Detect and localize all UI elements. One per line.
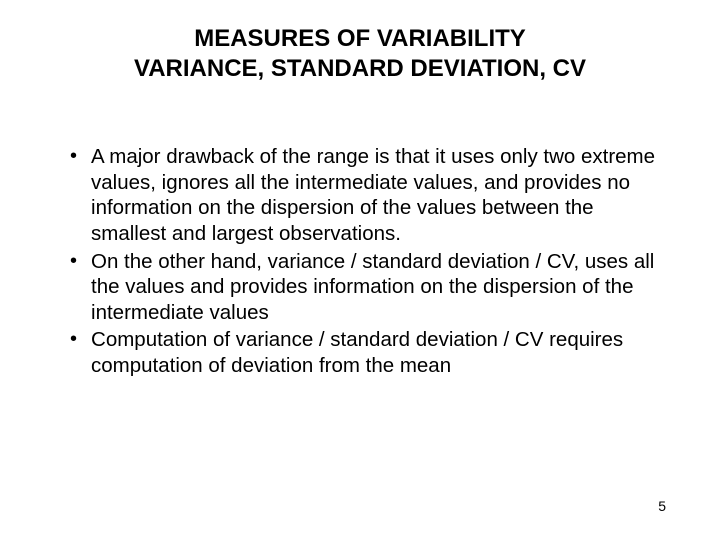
page-number: 5: [658, 498, 666, 514]
list-item: • On the other hand, variance / standard…: [70, 249, 670, 326]
bullet-text: On the other hand, variance / standard d…: [91, 249, 670, 326]
bullet-icon: •: [70, 327, 77, 352]
title-line-2: VARIANCE, STANDARD DEVIATION, CV: [50, 54, 670, 84]
bullet-text: Computation of variance / standard devia…: [91, 327, 670, 378]
bullet-list: • A major drawback of the range is that …: [70, 144, 670, 379]
title-line-1: MEASURES OF VARIABILITY: [50, 24, 670, 54]
body-block: • A major drawback of the range is that …: [50, 144, 670, 379]
title-block: MEASURES OF VARIABILITY VARIANCE, STANDA…: [50, 24, 670, 84]
bullet-icon: •: [70, 144, 77, 169]
slide-container: MEASURES OF VARIABILITY VARIANCE, STANDA…: [0, 0, 720, 540]
bullet-icon: •: [70, 249, 77, 274]
list-item: • A major drawback of the range is that …: [70, 144, 670, 247]
list-item: • Computation of variance / standard dev…: [70, 327, 670, 378]
bullet-text: A major drawback of the range is that it…: [91, 144, 670, 247]
